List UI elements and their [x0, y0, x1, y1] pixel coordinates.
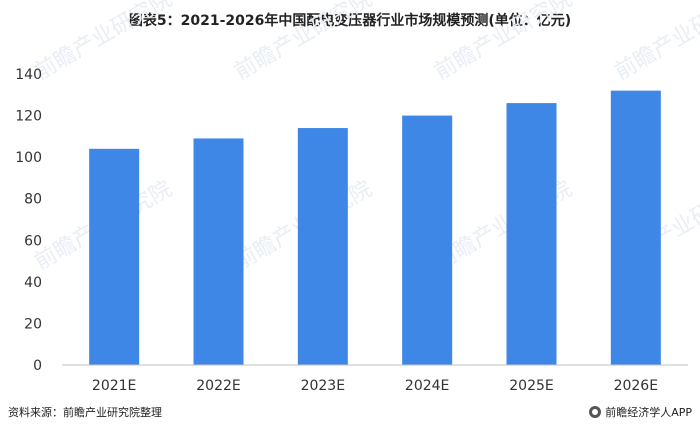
bar — [89, 148, 140, 365]
y-tick-label: 120 — [15, 109, 42, 125]
bar — [402, 115, 453, 365]
y-axis: 0 20 40 60 80 100 120 140 — [15, 67, 42, 374]
y-tick-label: 40 — [24, 275, 42, 291]
y-tick-label: 80 — [24, 192, 42, 208]
bar — [297, 128, 348, 365]
watermark-text: 前瞻产业研究院 — [431, 0, 577, 85]
y-tick-label: 100 — [15, 150, 42, 166]
chart-title: 图表5：2021-2026年中国配电变压器行业市场规模预测(单位：亿元) — [128, 13, 572, 29]
bar — [610, 90, 661, 365]
bar — [193, 138, 244, 365]
watermark-text: 前瞻产业研究院 — [231, 0, 377, 85]
bars-group — [89, 90, 661, 365]
x-tick-label: 2024E — [405, 378, 449, 394]
brand-credit: 前瞻经济学人APP — [589, 404, 692, 420]
watermark-text: 前瞻产业研究院 — [611, 0, 700, 85]
x-tick-label: 2023E — [301, 378, 345, 394]
x-tick-label: 2025E — [509, 378, 553, 394]
brand-label: 前瞻经济学人APP — [605, 406, 692, 419]
y-tick-label: 140 — [15, 67, 42, 83]
watermark-text: 前瞻产业研究院 — [31, 0, 177, 85]
x-tick-label: 2026E — [614, 378, 658, 394]
x-tick-label: 2022E — [196, 378, 240, 394]
bar — [506, 103, 557, 365]
y-tick-label: 0 — [33, 358, 42, 374]
x-axis: 2021E 2022E 2023E 2024E 2025E 2026E — [92, 378, 658, 394]
source-note: 资料来源：前瞻产业研究院整理 — [8, 406, 162, 419]
brand-logo-icon — [589, 406, 602, 418]
y-tick-label: 60 — [24, 233, 42, 249]
x-tick-label: 2021E — [92, 378, 136, 394]
y-tick-label: 20 — [24, 316, 42, 332]
